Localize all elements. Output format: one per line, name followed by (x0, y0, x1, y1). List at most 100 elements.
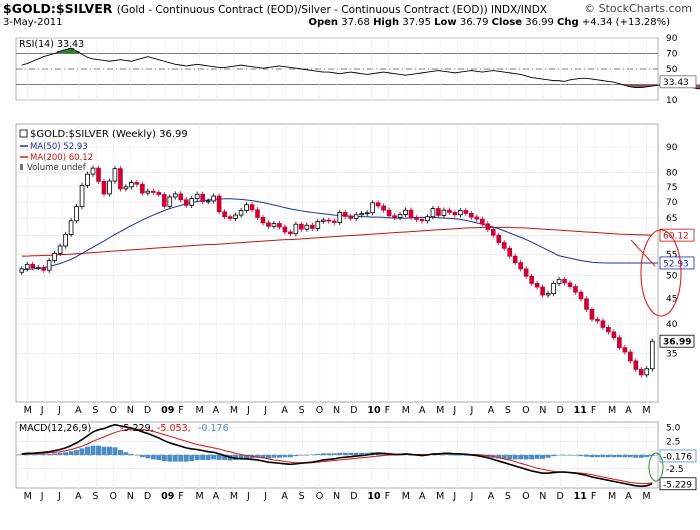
high-value: 37.95 (402, 17, 431, 28)
ma50-legend: MA(50) 52.93 (30, 142, 88, 152)
macd-histogram-bar (57, 452, 63, 455)
price-tick-label: 40 (666, 320, 678, 330)
macd-histogram-bar (145, 455, 151, 459)
macd-histogram-bar (315, 453, 321, 455)
macd-histogram-bar (507, 455, 513, 460)
price-candle (370, 202, 375, 214)
macd-x-tick-label: A (625, 491, 632, 502)
price-x-tick-label: F (385, 405, 390, 416)
chart-symbol-title: $GOLD:$SILVER (Gold - Continuous Contrac… (3, 1, 547, 16)
macd-x-tick-label: A (75, 491, 82, 502)
price-candle (551, 282, 556, 294)
price-candle (348, 216, 354, 219)
price-candle (101, 180, 107, 195)
macd-histogram-bar (633, 455, 639, 458)
price-candle (617, 337, 622, 349)
price-candle (540, 286, 545, 296)
macd-histogram-bar (260, 455, 266, 459)
price-legend-swatch (19, 129, 28, 138)
price-candle (545, 293, 551, 296)
price-candle (112, 168, 118, 182)
macd-histogram-bar (298, 455, 304, 456)
macd-histogram-bar (551, 455, 557, 457)
price-candle (359, 213, 364, 216)
price-candle (408, 209, 414, 219)
macd-histogram-bar (183, 455, 189, 462)
price-x-tick-label: O (522, 405, 529, 416)
price-candle (392, 215, 397, 218)
macd-histogram-bar (222, 455, 228, 460)
macd-histogram-bar (616, 455, 622, 458)
price-candle (74, 206, 79, 222)
macd-histogram-bar (359, 452, 365, 455)
macd-histogram-bar (364, 452, 370, 455)
macd-legend-signal: -5.053, (157, 423, 191, 434)
macd-x-tick-label: O (110, 491, 117, 502)
price-candle (310, 224, 315, 229)
rsi-line (21, 47, 700, 90)
macd-histogram-bar (622, 455, 628, 458)
macd-histogram-bar (200, 455, 206, 460)
macd-histogram-bar (605, 455, 611, 458)
rsi-tick-label: 50 (666, 65, 678, 75)
price-candle (145, 190, 151, 194)
macd-histogram-bar (485, 455, 491, 458)
macd-histogram-bar (326, 453, 332, 455)
chart-header: $GOLD:$SILVER (Gold - Continuous Contrac… (0, 0, 700, 36)
price-candle (68, 220, 74, 235)
price-candle (19, 268, 25, 273)
price-candle (172, 193, 178, 198)
macd-x-tick-label: J (470, 491, 474, 502)
price-candle (342, 212, 348, 217)
macd-histogram-bar (211, 455, 217, 460)
price-x-tick-label: 09 (161, 405, 174, 416)
macd-histogram-bar (457, 455, 463, 456)
price-candle (490, 229, 496, 236)
macd-histogram-bar (244, 455, 250, 459)
macd-histogram-bar (85, 446, 91, 455)
macd-value-box (659, 477, 697, 491)
macd-x-tick-label: J (452, 491, 456, 502)
price-candle (288, 231, 293, 235)
price-x-tick-label: M (608, 405, 616, 416)
macd-histogram-bar (150, 455, 156, 460)
macd-histogram-bar (304, 455, 310, 456)
macd-x-tick-label: 10 (367, 491, 381, 502)
price-candle (41, 267, 46, 271)
rsi-tick-label: 70 (666, 50, 678, 60)
macd-histogram-bar (265, 455, 271, 459)
price-x-tick-label: M (436, 405, 444, 416)
macd-x-tick-label: N (539, 491, 546, 502)
macd-histogram-bar (216, 455, 222, 460)
price-x-tick-label: A (419, 405, 426, 416)
macd-x-tick-label: M (402, 491, 410, 502)
macd-x-tick-label: A (281, 491, 288, 502)
price-x-tick-label: S (299, 405, 305, 416)
macd-x-tick-label: F (178, 491, 183, 502)
price-candle (63, 234, 68, 247)
open-label: Open (308, 17, 339, 28)
price-candle (161, 194, 167, 207)
price-x-tick-label: A (213, 405, 220, 416)
stockcharts-logo: © StockCharts.com (584, 2, 692, 15)
symbol-description: (Gold - Continuous Contract (EOD)/Silver… (116, 4, 547, 16)
macd-x-tick-label: M (436, 491, 444, 502)
price-x-tick-label: N (127, 405, 134, 416)
price-candle (397, 214, 403, 218)
price-candle (255, 209, 260, 218)
price-candle (458, 210, 463, 216)
macd-histogram-bar (46, 453, 52, 455)
price-x-tick-label: 10 (367, 405, 381, 416)
macd-histogram-bar (52, 453, 58, 455)
price-x-tick-label: D (350, 405, 357, 416)
price-candle (326, 219, 332, 222)
price-candle (633, 360, 639, 370)
macd-histogram-bar (573, 455, 578, 456)
price-candle (227, 216, 233, 219)
rsi-last-value-label: 33.43 (663, 78, 689, 88)
macd-x-tick-label: A (213, 491, 220, 502)
price-x-tick-label: A (281, 405, 288, 416)
price-candle (315, 221, 321, 229)
macd-histogram-bar (567, 455, 573, 456)
price-candle (611, 331, 617, 339)
